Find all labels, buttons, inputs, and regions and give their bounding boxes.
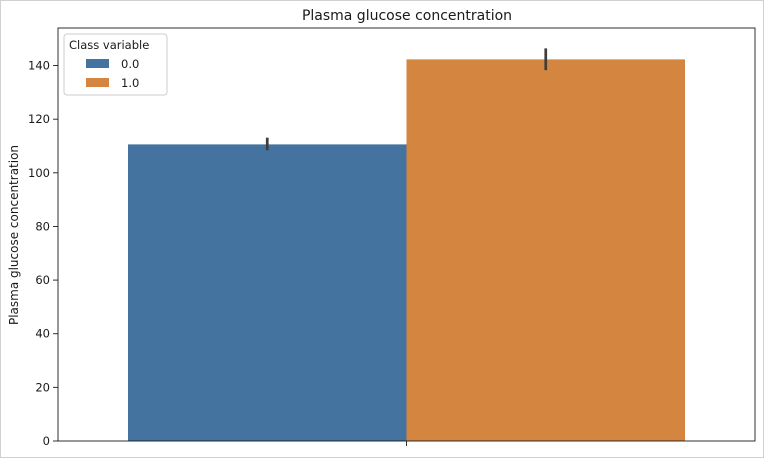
y-tick-label: 40 [35, 327, 50, 341]
bar-1-0 [406, 59, 685, 442]
y-tick-label: 140 [28, 59, 50, 73]
y-tick-label: 60 [35, 273, 50, 287]
legend-swatch [86, 59, 109, 68]
plot-area: 0 20 40 60 80 100 120 140 Class variable 0.0 1.0 [28, 27, 756, 448]
legend-title: Class variable [69, 38, 149, 52]
legend-entry: 0.0 [121, 57, 139, 71]
bar-0-0 [128, 144, 407, 441]
y-tick-label: 20 [35, 380, 50, 394]
legend: Class variable 0.0 1.0 [63, 33, 168, 96]
y-tick-label: 80 [35, 219, 50, 233]
y-tick-label: 120 [28, 112, 50, 126]
y-axis-label: Plasma glucose concentration [7, 145, 21, 325]
legend-swatch [86, 78, 109, 87]
legend-entry: 1.0 [121, 76, 139, 90]
chart-title: Plasma glucose concentration [302, 8, 512, 24]
y-tick-label: 0 [43, 434, 50, 448]
y-tick-label: 100 [28, 166, 50, 180]
